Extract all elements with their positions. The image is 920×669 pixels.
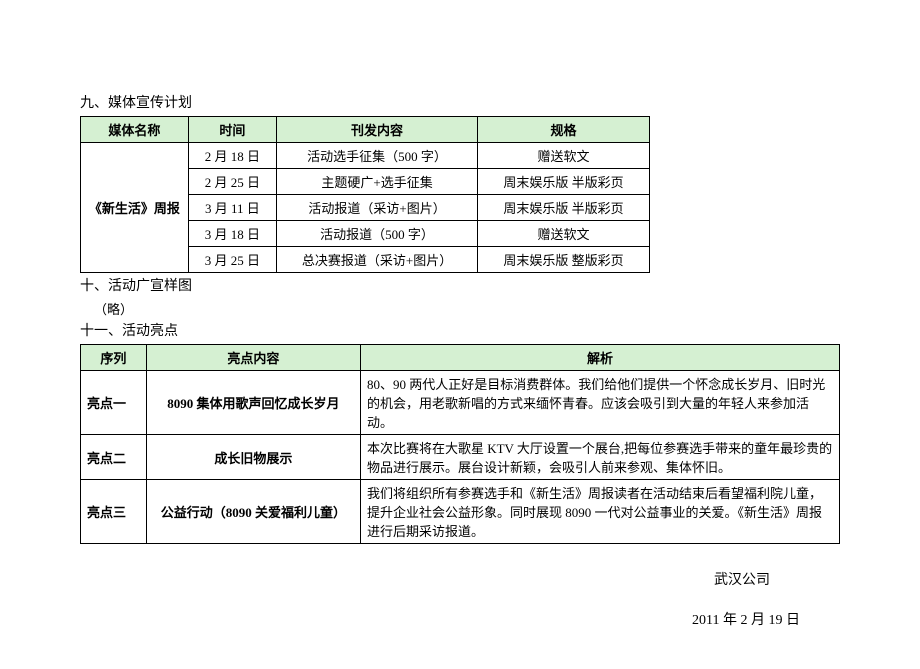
highlights-table: 序列 亮点内容 解析 亮点一 8090 集体用歌声回忆成长岁月 80、90 两代… (80, 344, 840, 544)
cell-desc: 本次比赛将在大歌星 KTV 大厅设置一个展台,把每位参赛选手带来的童年最珍贵的物… (360, 435, 839, 480)
cell-content: 活动报道（500 字） (277, 221, 478, 247)
cell-content: 总决赛报道（采访+图片） (277, 247, 478, 273)
cell-desc: 80、90 两代人正好是目标消费群体。我们给他们提供一个怀念成长岁月、旧时光的机… (360, 371, 839, 435)
cell-date: 3 月 18 日 (188, 221, 276, 247)
highlight-row: 亮点二 成长旧物展示 本次比赛将在大歌星 KTV 大厅设置一个展台,把每位参赛选… (81, 435, 840, 480)
cell-highlight: 公益行动（8090 关爱福利儿童） (146, 480, 360, 544)
section11-title: 十一、活动亮点 (80, 320, 840, 340)
col-media: 媒体名称 (81, 117, 189, 143)
col-spec: 规格 (478, 117, 650, 143)
cell-highlight: 8090 集体用歌声回忆成长岁月 (146, 371, 360, 435)
cell-desc: 我们将组织所有参赛选手和《新生活》周报读者在活动结束后看望福利院儿童，提升企业社… (360, 480, 839, 544)
cell-date: 2 月 18 日 (188, 143, 276, 169)
cell-seq: 亮点三 (81, 480, 147, 544)
cell-content: 主题硬广+选手征集 (277, 169, 478, 195)
media-name-cell: 《新生活》周报 (81, 143, 189, 273)
col-content: 刊发内容 (277, 117, 478, 143)
cell-spec: 赠送软文 (478, 143, 650, 169)
col-highlight: 亮点内容 (146, 345, 360, 371)
cell-seq: 亮点一 (81, 371, 147, 435)
footer-date: 2011 年 2 月 19 日 (80, 609, 840, 629)
section10-title: 十、活动广宣样图 (80, 275, 840, 295)
highlight-row: 亮点三 公益行动（8090 关爱福利儿童） 我们将组织所有参赛选手和《新生活》周… (81, 480, 840, 544)
cell-seq: 亮点二 (81, 435, 147, 480)
cell-content: 活动选手征集（500 字） (277, 143, 478, 169)
cell-spec: 周末娱乐版 半版彩页 (478, 195, 650, 221)
col-time: 时间 (188, 117, 276, 143)
cell-date: 3 月 11 日 (188, 195, 276, 221)
col-desc: 解析 (360, 345, 839, 371)
section9-title: 九、媒体宣传计划 (80, 92, 840, 112)
cell-content: 活动报道（采访+图片） (277, 195, 478, 221)
cell-spec: 周末娱乐版 半版彩页 (478, 169, 650, 195)
cell-date: 2 月 25 日 (188, 169, 276, 195)
cell-spec: 周末娱乐版 整版彩页 (478, 247, 650, 273)
cell-highlight: 成长旧物展示 (146, 435, 360, 480)
highlight-row: 亮点一 8090 集体用歌声回忆成长岁月 80、90 两代人正好是目标消费群体。… (81, 371, 840, 435)
footer-company: 武汉公司 (80, 569, 840, 589)
media-plan-table: 媒体名称 时间 刊发内容 规格 《新生活》周报 2 月 18 日 活动选手征集（… (80, 116, 650, 273)
section10-note: （略） (94, 299, 840, 318)
cell-date: 3 月 25 日 (188, 247, 276, 273)
cell-spec: 赠送软文 (478, 221, 650, 247)
col-seq: 序列 (81, 345, 147, 371)
